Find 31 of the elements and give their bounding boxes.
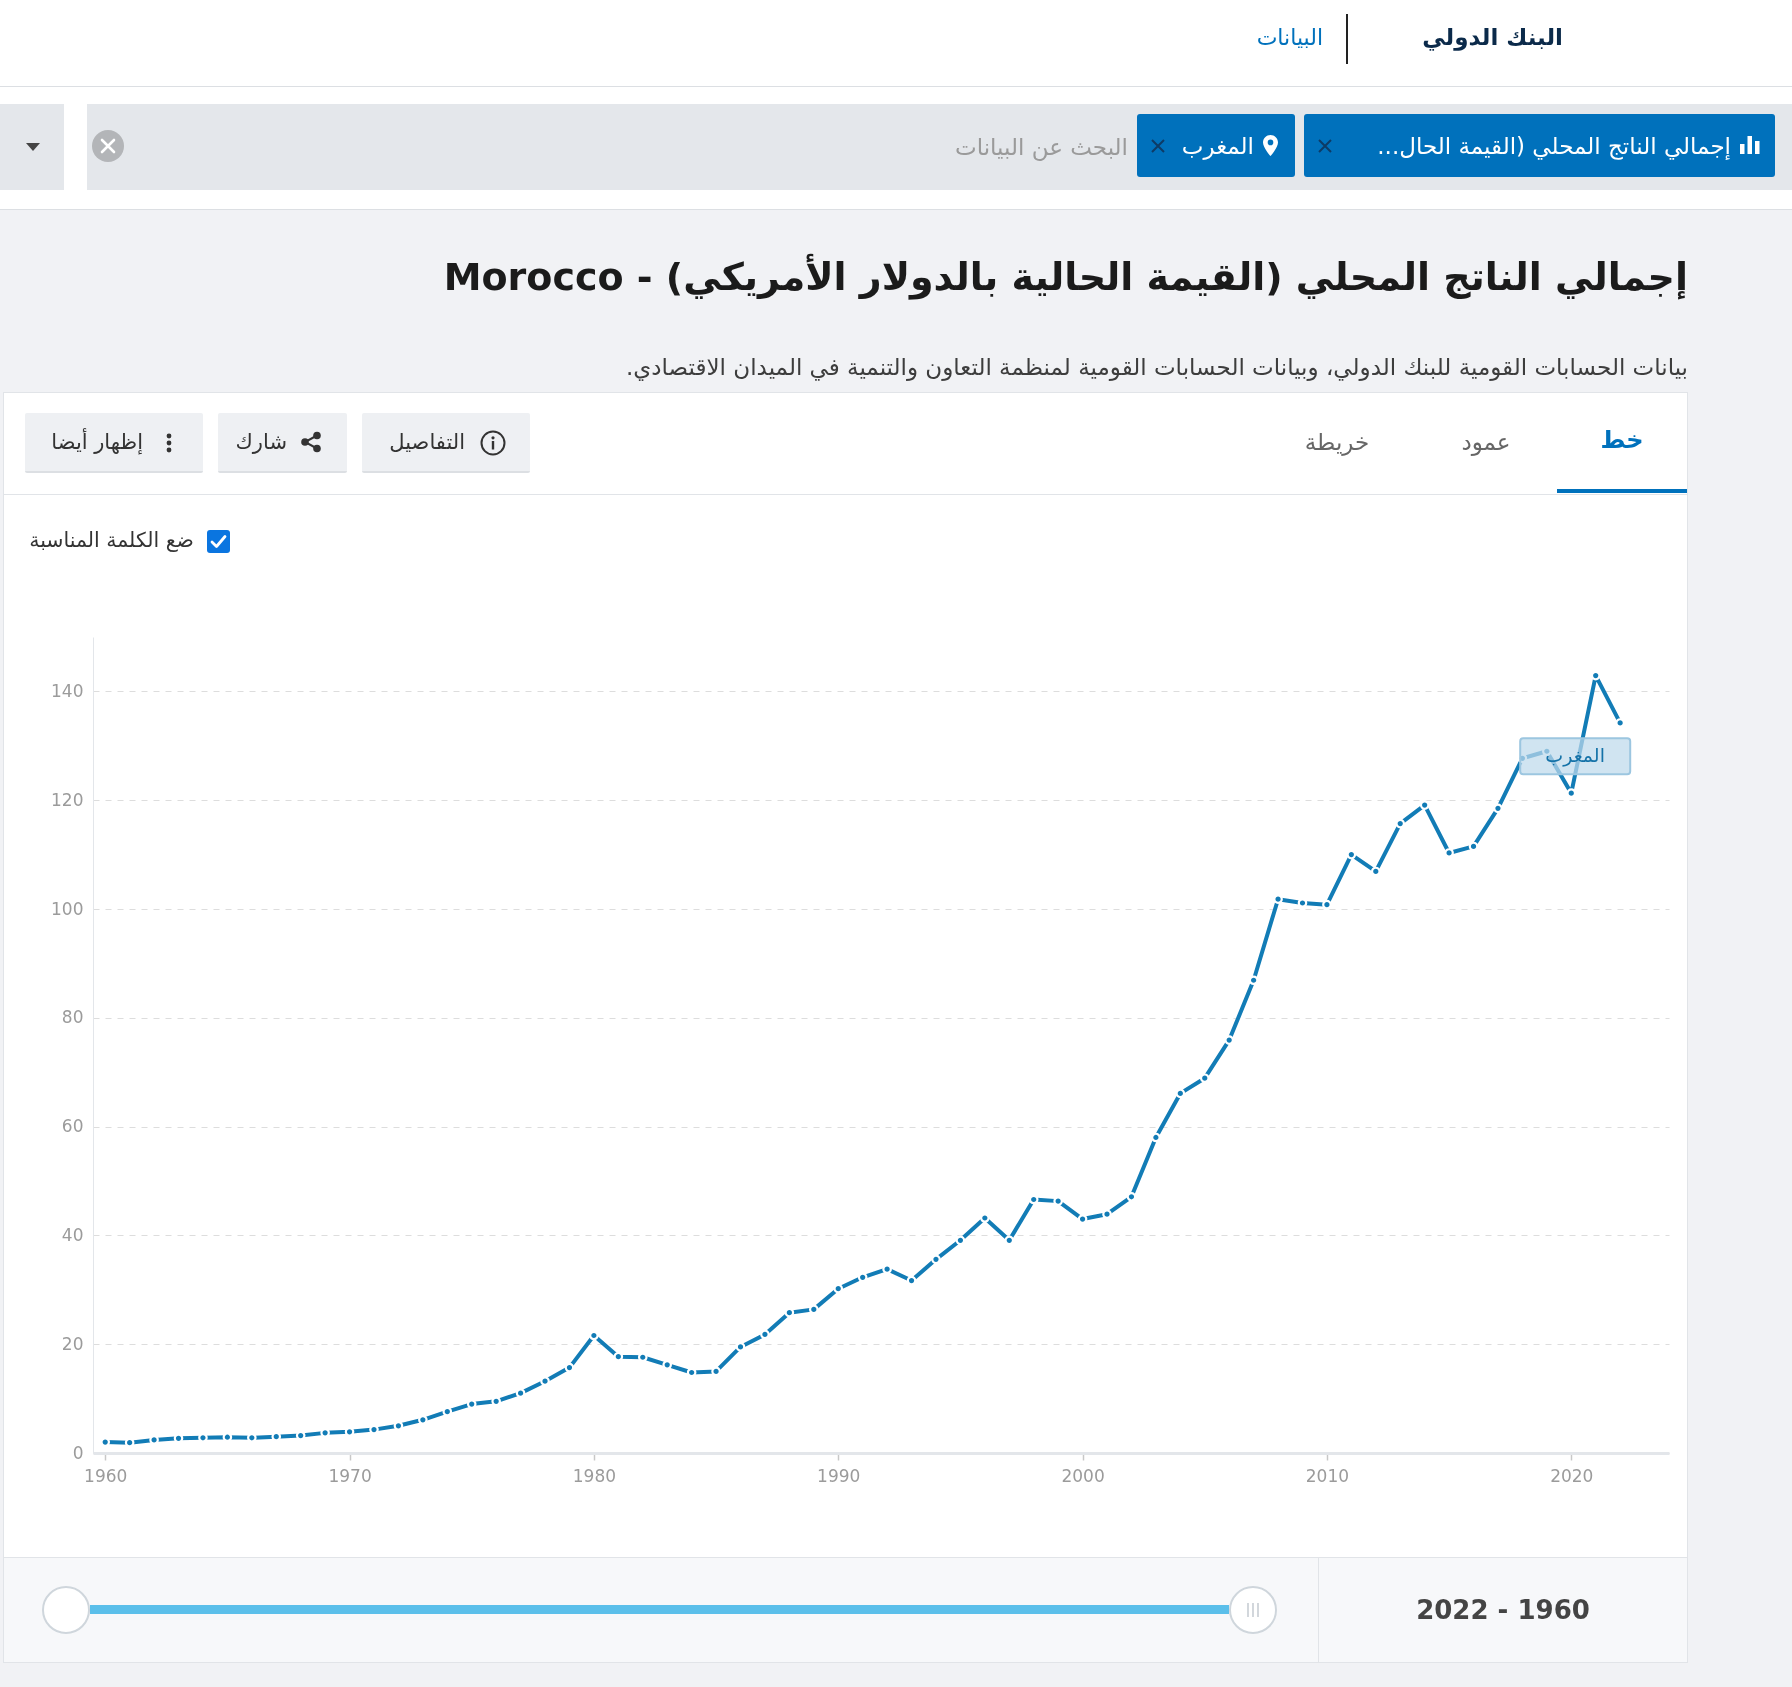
text: إظهار أيضا <box>51 428 143 456</box>
chart-title: إجمالي الناتج المحلي (القيمة الحالية بالدولار الأمريكي) - Morocco <box>443 254 1688 302</box>
text: عمود <box>1461 427 1511 457</box>
text: 2022 - 1960 <box>1416 1593 1590 1627</box>
x-tick-label: 1990 <box>817 1465 861 1486</box>
x-tick-label: 2020 <box>1550 1465 1594 1486</box>
text: شارك <box>235 428 287 456</box>
text: خريطة <box>1304 427 1370 457</box>
y-tick-label: 40 <box>61 1224 84 1245</box>
text: ضع الكلمة المناسبة <box>29 528 194 554</box>
text: التفاصيل <box>389 428 465 456</box>
text: إجمالي الناتج المحلي (القيمة الحال... <box>1377 131 1731 161</box>
text: المغرب <box>1181 131 1254 161</box>
x-tick-label: 2000 <box>1061 1465 1105 1486</box>
y-tick-label: 20 <box>61 1333 84 1354</box>
text: البيانات <box>1256 24 1323 52</box>
text: خط <box>1600 425 1644 455</box>
y-tick-label: 140 <box>51 680 84 701</box>
y-tick-label: 80 <box>61 1007 84 1028</box>
x-tick-label: 1980 <box>572 1465 617 1486</box>
text: البنك الدولي <box>1422 22 1563 52</box>
y-tick-label: 100 <box>51 898 84 919</box>
chart-subtitle: بيانات الحسابات القومية للبنك الدولي، وبيانات الحسابات القومية لمنظمة التعاون والتنمية في الميدان الاقتصادي. <box>626 352 1688 382</box>
series-label: المغرب <box>1519 737 1631 775</box>
y-tick-label: 0 <box>72 1442 84 1463</box>
x-tick-label: 1970 <box>328 1465 372 1486</box>
x-tick-label: 2010 <box>1305 1465 1350 1486</box>
y-tick-label: 60 <box>61 1116 84 1137</box>
y-tick-label: 120 <box>51 789 84 810</box>
text: البحث عن البيانات <box>955 132 1128 162</box>
x-tick-label: 1960 <box>84 1465 128 1486</box>
